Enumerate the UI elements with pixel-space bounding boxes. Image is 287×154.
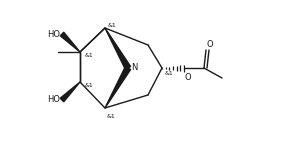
Text: &1: &1 — [107, 113, 116, 118]
Text: HO: HO — [47, 95, 60, 105]
Polygon shape — [105, 28, 131, 69]
Text: N: N — [131, 63, 137, 71]
Polygon shape — [60, 82, 80, 102]
Text: O: O — [207, 40, 214, 49]
Text: &1: &1 — [85, 53, 94, 57]
Text: &1: &1 — [165, 71, 174, 75]
Text: &1: &1 — [108, 22, 117, 28]
Text: O: O — [185, 73, 192, 82]
Text: &1: &1 — [85, 83, 94, 87]
Polygon shape — [105, 67, 131, 108]
Text: HO: HO — [47, 30, 60, 38]
Polygon shape — [60, 32, 80, 52]
